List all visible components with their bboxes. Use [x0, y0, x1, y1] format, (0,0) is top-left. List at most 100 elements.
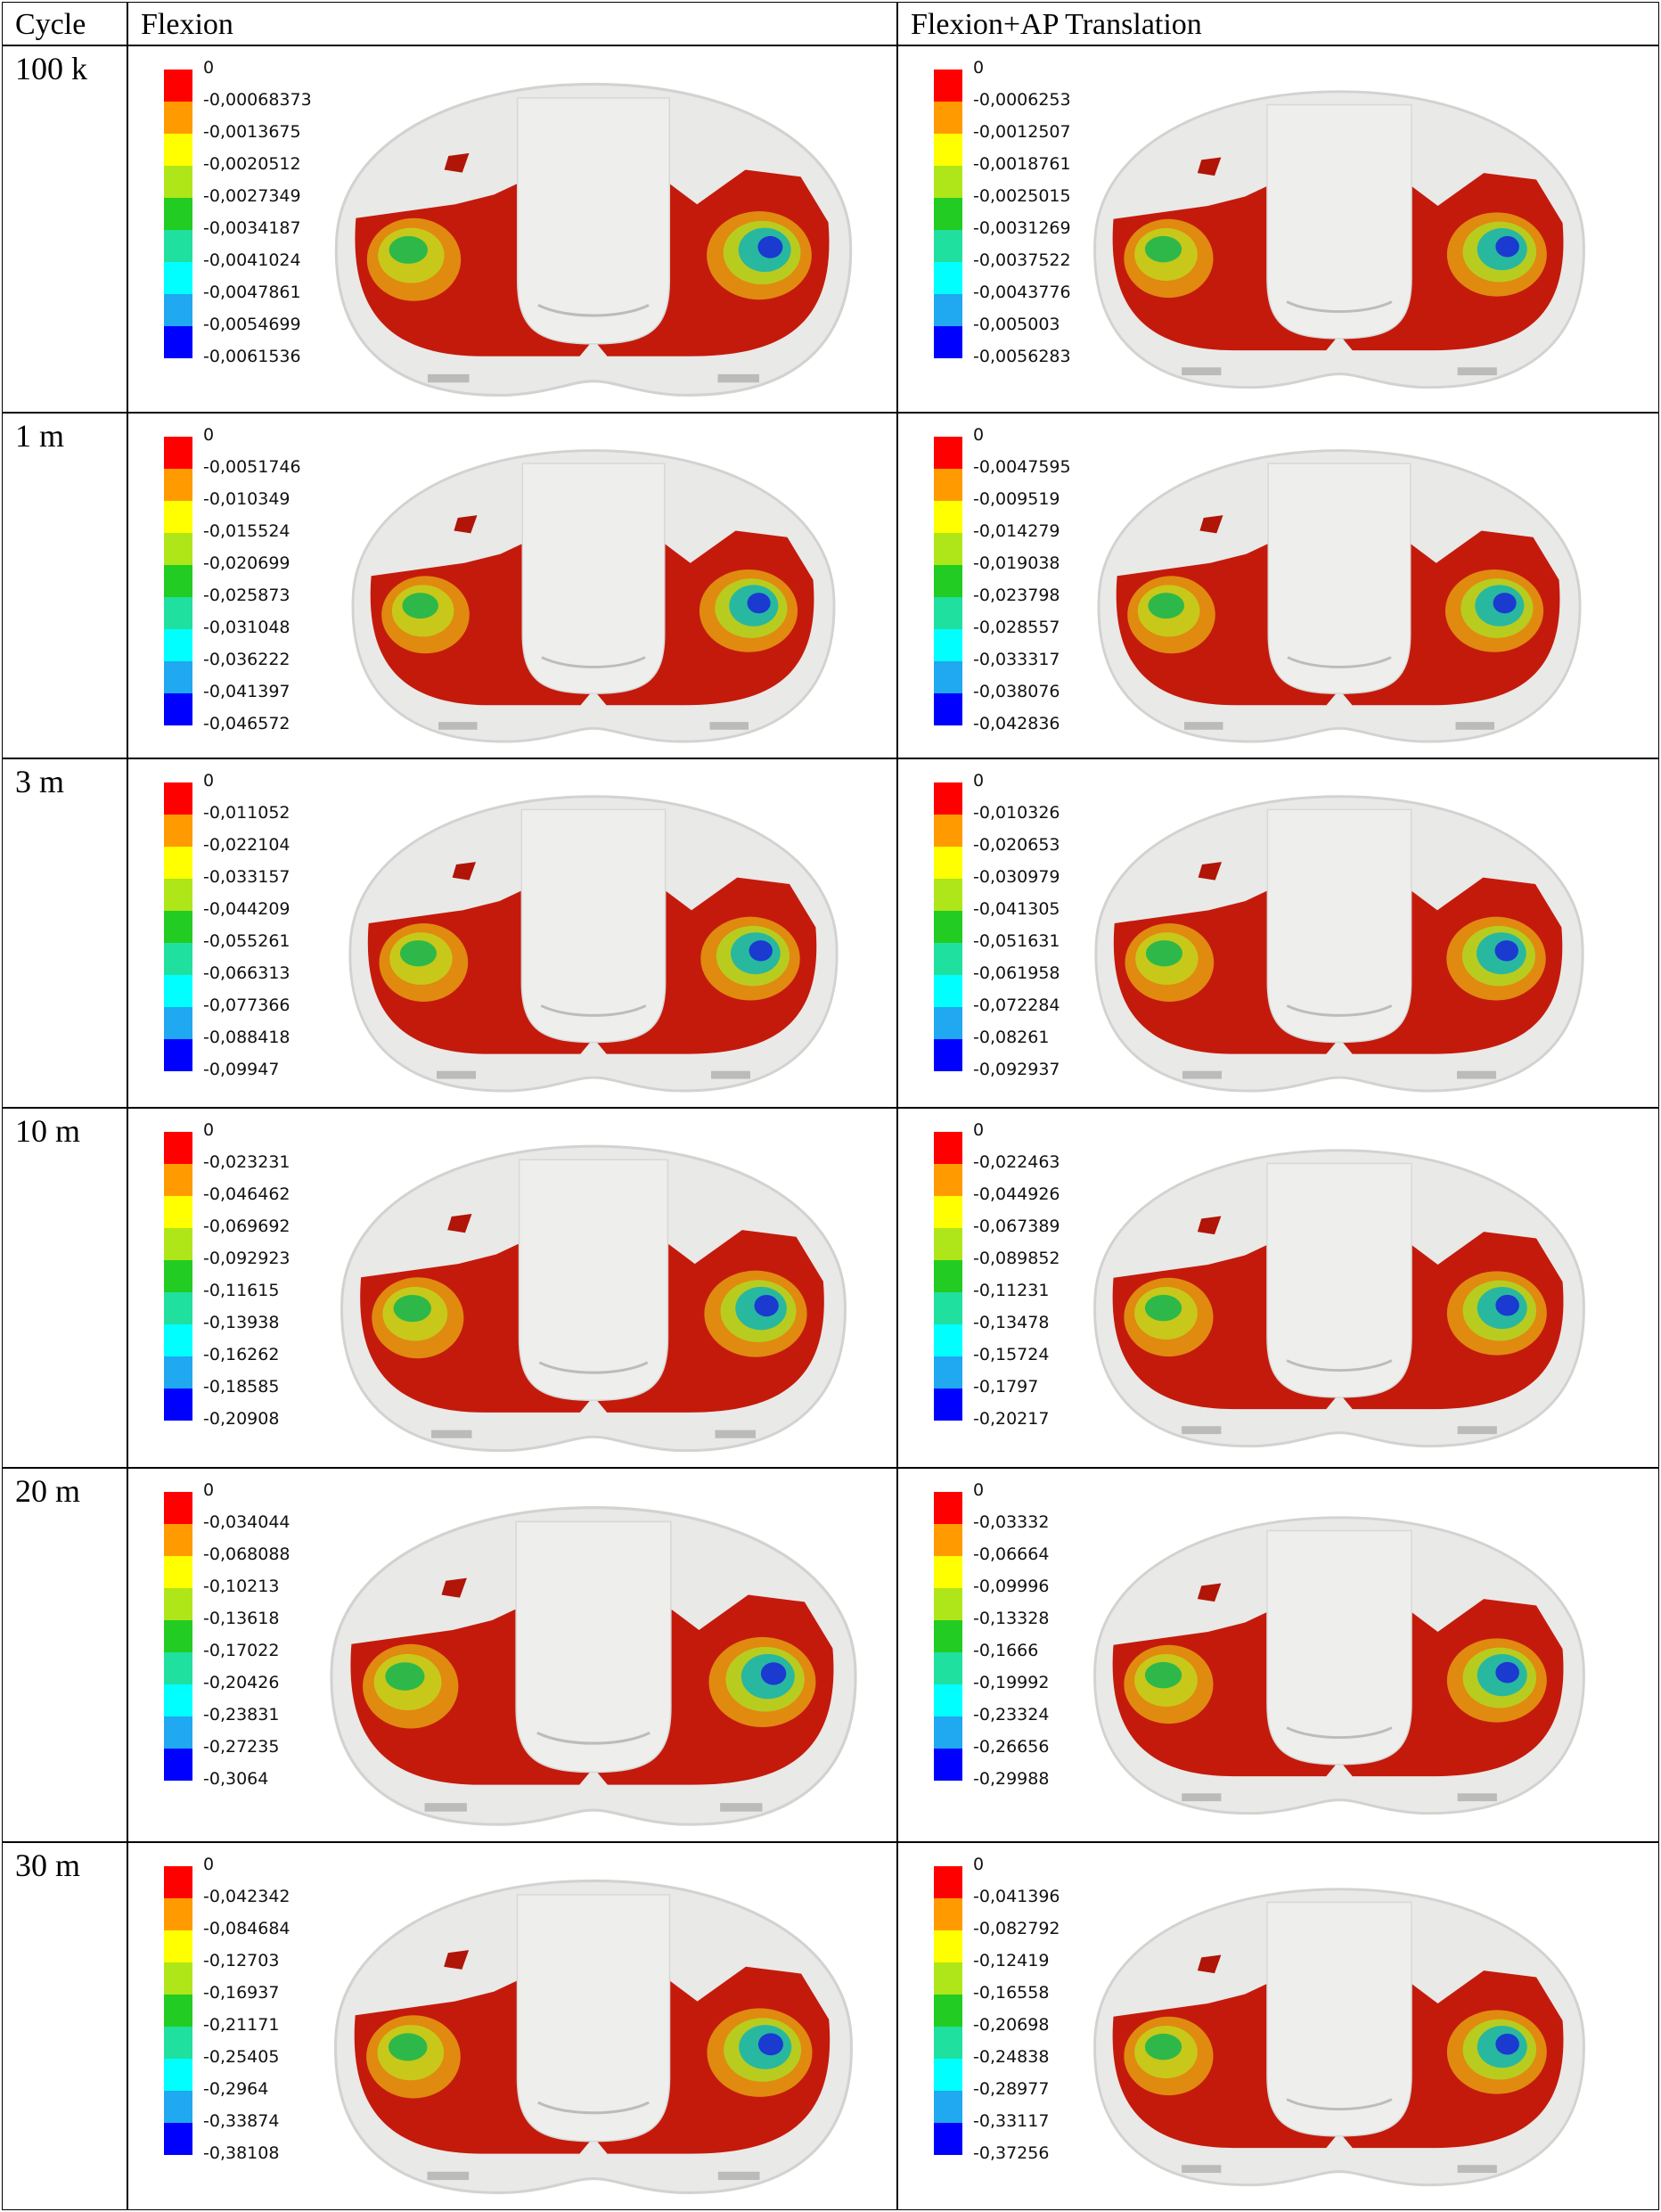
legend-label: -0,11615 [203, 1281, 280, 1300]
legend-swatch [934, 693, 962, 725]
legend-label: -0,0013675 [203, 122, 301, 142]
legend-label: -0,0027349 [203, 186, 301, 206]
legend-label: -0,18585 [203, 1377, 280, 1397]
legend-swatch [164, 943, 192, 975]
legend-swatch [934, 501, 962, 533]
legend-swatch [164, 565, 192, 597]
legend-swatch [164, 469, 192, 501]
legend-label: -0,022463 [973, 1152, 1060, 1172]
map-cell: 0 -0,03332 -0,06664 -0,09996 -0,13328 -0,1666… [897, 1468, 1659, 1842]
legend-swatch [934, 437, 962, 469]
legend-label: -0,025873 [203, 586, 290, 605]
legend-label: -0,0056283 [973, 347, 1071, 366]
legend-label: 0 [203, 1855, 215, 1874]
legend-swatch [934, 2123, 962, 2155]
wear-map [326, 1496, 861, 1834]
legend-swatch [934, 1228, 962, 1260]
legend-label: -0,19992 [973, 1673, 1050, 1692]
legend-swatch [934, 975, 962, 1007]
legend-label: 0 [203, 425, 215, 445]
legend-label: 0 [973, 58, 985, 78]
legend-label: -0,20908 [203, 1409, 280, 1429]
legend-label: -0,042342 [203, 1887, 290, 1906]
legend-swatch [164, 1930, 192, 1962]
legend-label: 0 [203, 58, 215, 78]
legend-swatch [934, 1356, 962, 1389]
legend-swatch [164, 1164, 192, 1196]
legend-swatch [164, 815, 192, 847]
legend-label: 0 [973, 425, 985, 445]
legend-swatch [934, 847, 962, 879]
map-cell: 0 -0,010326 -0,020653 -0,030979 -0,041305 -0,… [897, 758, 1659, 1108]
legend-swatch [164, 294, 192, 326]
header-cell: Flexion+AP Translation [897, 2, 1659, 45]
legend-swatch [934, 1324, 962, 1356]
legend-label: -0,0061536 [203, 347, 301, 366]
legend-swatch [164, 1039, 192, 1071]
cycle-cell: 30 m [2, 1842, 127, 2210]
legend-label: -0,0037522 [973, 250, 1071, 270]
legend-label: -0,072284 [973, 995, 1060, 1015]
legend-label: -0,10213 [203, 1577, 280, 1596]
legend-label: -0,077366 [203, 995, 290, 1015]
legend-label: -0,088418 [203, 1028, 290, 1047]
header-cell: Flexion [127, 2, 897, 45]
legend-label: 0 [203, 771, 215, 791]
legend-swatch [164, 1995, 192, 2027]
legend-swatch [934, 166, 962, 198]
legend-swatch [164, 911, 192, 943]
legend-label: -0,0006253 [973, 90, 1071, 110]
legend-label: -0,20698 [973, 2015, 1050, 2035]
legend-label: -0,11231 [973, 1281, 1050, 1300]
legend-swatch [164, 2123, 192, 2155]
legend-swatch [934, 134, 962, 166]
legend-swatch [164, 1389, 192, 1421]
legend-swatch [934, 565, 962, 597]
legend-label: -0,33874 [203, 2111, 280, 2131]
legend-swatch [934, 1588, 962, 1620]
legend-label: -0,21171 [203, 2015, 280, 2035]
legend-swatch [934, 1260, 962, 1292]
legend-swatch [934, 2027, 962, 2059]
legend-swatch [164, 1898, 192, 1930]
legend-swatch [164, 693, 192, 725]
legend-swatch [164, 1228, 192, 1260]
legend-swatch [164, 70, 192, 102]
legend-label: -0,019038 [973, 553, 1060, 573]
legend-swatch [164, 2059, 192, 2091]
legend-label: -0,034044 [203, 1512, 290, 1532]
legend-swatch [164, 437, 192, 469]
legend-label: -0,16937 [203, 1983, 280, 2003]
legend-label: -0,3064 [203, 1769, 269, 1789]
legend-swatch [164, 1524, 192, 1556]
legend-swatch [934, 629, 962, 661]
legend-label: -0,031048 [203, 618, 290, 637]
legend-label: -0,036222 [203, 650, 290, 669]
legend-label: -0,09996 [973, 1577, 1050, 1596]
legend-label: -0,0047861 [203, 283, 301, 302]
legend-label: -0,041397 [203, 682, 290, 701]
legend-label: -0,1666 [973, 1641, 1039, 1660]
legend-swatch [934, 1930, 962, 1962]
wear-map [1090, 786, 1589, 1100]
map-cell: 0 -0,0006253 -0,0012507 -0,0018761 -0,002501… [897, 45, 1659, 413]
legend-label: -0,092937 [973, 1060, 1060, 1079]
cycle-cell: 20 m [2, 1468, 127, 1842]
legend-swatch [934, 597, 962, 629]
legend-label: -0,25405 [203, 2047, 280, 2067]
map-cell: 0 -0,022463 -0,044926 -0,067389 -0,089852 -0,… [897, 1108, 1659, 1468]
legend-swatch [164, 326, 192, 358]
legend-label: -0,028557 [973, 618, 1060, 637]
legend-swatch [164, 1007, 192, 1039]
wear-map [1090, 1879, 1589, 2194]
legend-label: -0,20426 [203, 1673, 280, 1692]
legend-swatch [164, 1260, 192, 1292]
cycle-cell: 3 m [2, 758, 127, 1108]
legend-label: -0,17022 [203, 1641, 280, 1660]
legend-swatch [164, 1749, 192, 1781]
legend-label: -0,010349 [203, 489, 290, 509]
legend-swatch [164, 847, 192, 879]
legend-swatch [164, 501, 192, 533]
legend-label: -0,0031269 [973, 218, 1071, 238]
legend-swatch [164, 1132, 192, 1164]
